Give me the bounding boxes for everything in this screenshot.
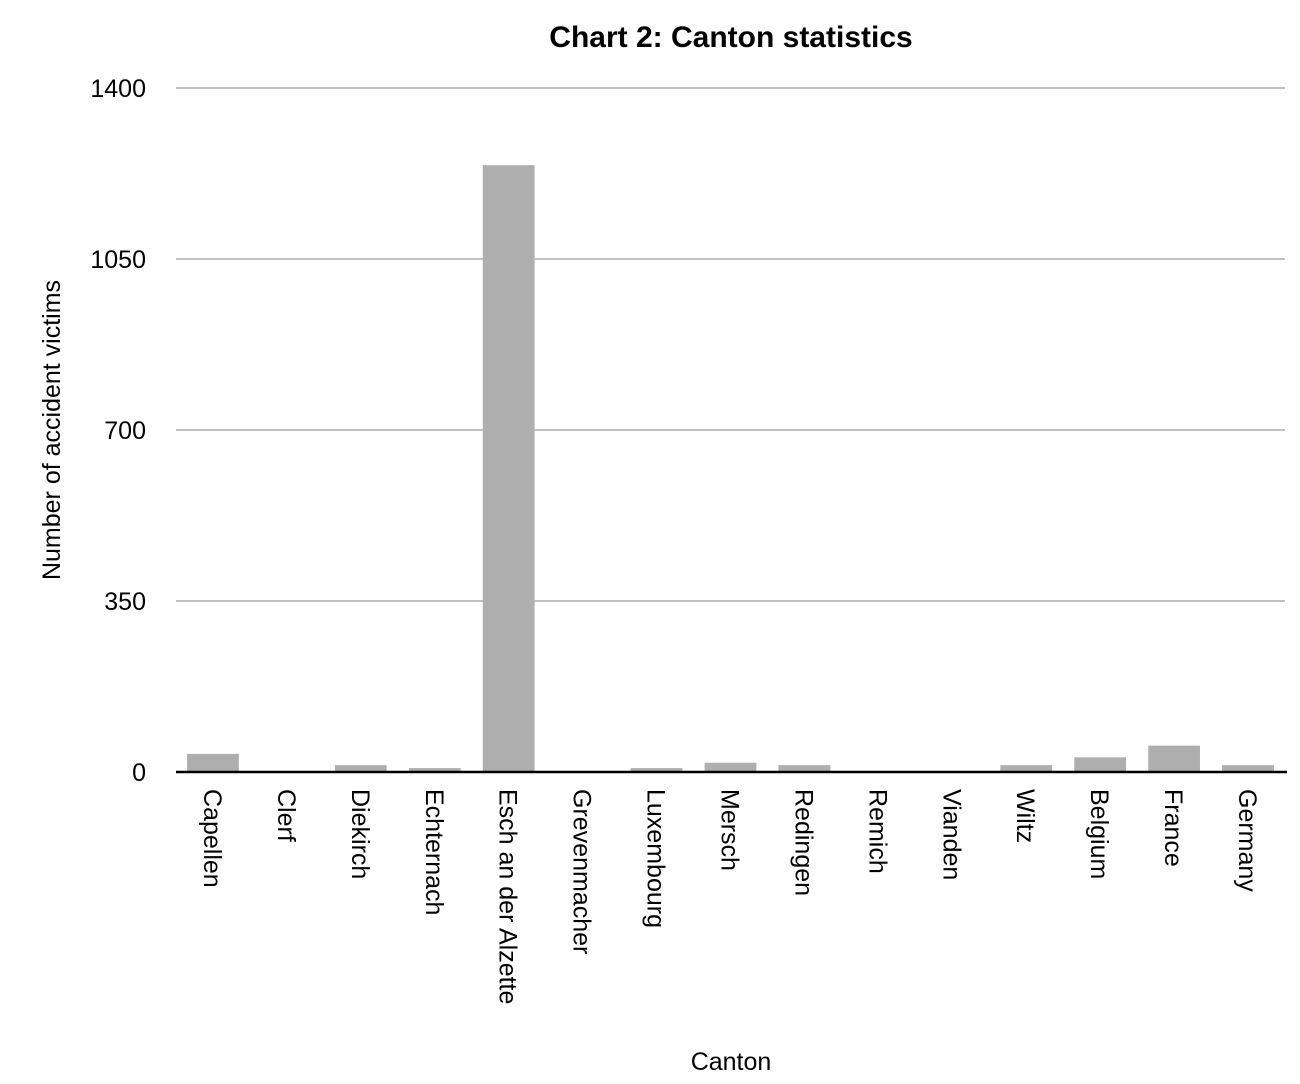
x-tick-label: Diekirch — [346, 789, 374, 879]
x-tick-label: Mersch — [716, 789, 744, 871]
chart-title: Chart 2: Canton statistics — [549, 21, 912, 54]
bar — [187, 753, 239, 772]
bar — [334, 765, 387, 772]
x-tick-label: Wiltz — [1011, 789, 1039, 843]
x-axis-categories: Capellen Clerf Diekirch Echternach Esch an d… — [198, 789, 1261, 1004]
bars — [187, 165, 1274, 773]
y-axis-ticks: 0 350 700 1050 1400 — [90, 75, 146, 787]
bar — [1074, 757, 1127, 772]
x-tick-label: Redingen — [789, 789, 817, 896]
bar — [630, 768, 683, 772]
x-tick-label: Echternach — [420, 789, 448, 915]
bar — [1148, 745, 1200, 772]
x-tick-label: Germany — [1233, 789, 1261, 892]
x-tick-label: Esch an der Alzette — [494, 789, 522, 1004]
bar — [408, 768, 461, 772]
bar — [1000, 765, 1053, 772]
x-tick-label: Remich — [863, 789, 891, 874]
x-tick-label: France — [1159, 789, 1187, 867]
y-tick-label: 0 — [132, 759, 146, 787]
x-tick-label: Vianden — [937, 789, 965, 880]
gridlines — [176, 87, 1285, 602]
x-tick-label: Clerf — [272, 789, 300, 842]
y-axis-label: Number of accident victims — [38, 280, 66, 580]
y-tick-label: 350 — [104, 588, 146, 616]
y-tick-label: 1400 — [90, 75, 146, 103]
bar — [1222, 765, 1274, 772]
x-tick-label: Capellen — [198, 789, 226, 888]
x-tick-label: Belgium — [1085, 789, 1113, 879]
y-tick-label: 700 — [104, 417, 146, 445]
y-tick-label: 1050 — [90, 246, 146, 274]
bar — [778, 765, 831, 772]
bar — [704, 762, 757, 772]
x-tick-label: Luxembourg — [642, 789, 670, 928]
bar — [482, 165, 535, 773]
x-tick-label: Grevenmacher — [568, 789, 596, 954]
x-axis-label: Canton — [691, 1048, 772, 1076]
